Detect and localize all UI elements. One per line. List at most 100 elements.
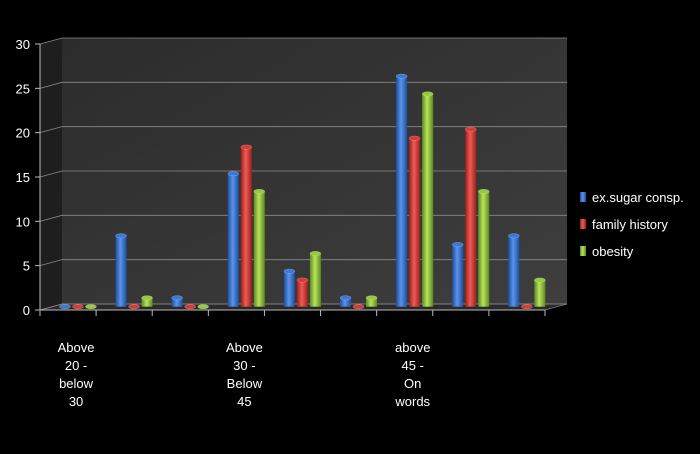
bar-body (478, 191, 490, 307)
legend-swatch (580, 246, 586, 256)
bar-body (309, 253, 321, 307)
bar-body (296, 280, 308, 307)
legend-item-1: family history (580, 217, 668, 232)
bar-ex-sugar-consp--8 (508, 233, 520, 307)
bar-top (171, 295, 183, 301)
x-axis-labels: Above 20 - below 30 Above 30 - Below 45 above 45 … (58, 340, 431, 409)
bar-body (240, 147, 252, 307)
x-group-label-line: 20 - (65, 358, 87, 373)
bar-top (128, 304, 140, 310)
bar-body (115, 235, 127, 307)
x-group-label-line: Above (58, 340, 95, 355)
bar-top (309, 251, 322, 256)
bar-obesity-0 (85, 304, 97, 310)
bar-ex-sugar-consp--7 (451, 242, 464, 307)
bars (59, 73, 546, 310)
bar-top (534, 277, 546, 283)
bar-top (253, 188, 266, 194)
bar-obesity-1 (141, 295, 153, 307)
x-group-label-line: 30 - (233, 358, 255, 373)
bar-ex-sugar-consp--1 (115, 233, 127, 307)
x-group-label-line: Above (226, 340, 263, 355)
legend-label: obesity (592, 244, 634, 259)
bar-body (465, 129, 477, 307)
bar-obesity-4 (309, 251, 322, 307)
bar-top (508, 233, 520, 239)
bar-top (72, 304, 84, 310)
bar-top (184, 304, 196, 310)
bar-body (171, 297, 183, 307)
bar-ex-sugar-consp--4 (283, 268, 296, 307)
x-group-label-line: 45 (237, 394, 251, 409)
bar-body (253, 191, 265, 307)
x-group-label-2: above 45 - On words (394, 340, 430, 409)
bar-body (422, 93, 434, 307)
legend-label: ex.sugar consp. (592, 190, 684, 205)
bar-obesity-5 (365, 295, 378, 307)
plot-area (39, 37, 568, 311)
y-tick-label: 30 (16, 37, 30, 52)
legend: ex.sugar consp. family history obesity (580, 190, 684, 259)
bar-body (340, 297, 352, 307)
bar-top (421, 91, 434, 97)
bar-ex-sugar-consp--6 (395, 73, 408, 307)
y-tick-label: 10 (16, 214, 30, 229)
legend-item-2: obesity (580, 244, 634, 259)
gridline (39, 37, 567, 45)
y-tick-label: 0 (23, 303, 30, 318)
bar-top (464, 126, 477, 132)
bar-top (141, 295, 153, 301)
bar-top (197, 304, 209, 310)
bar-family-history-2 (184, 304, 196, 310)
bar-body (141, 297, 153, 307)
y-axis-ticks: 0 5 10 15 20 25 30 (16, 37, 546, 318)
y-tick-label: 5 (23, 259, 30, 274)
bar-body (227, 173, 239, 307)
y-tick-label: 25 (16, 81, 30, 96)
bar-body (508, 235, 520, 307)
bar-obesity-7 (477, 188, 490, 307)
bar-family-history-5 (352, 304, 365, 310)
bar-top (365, 295, 378, 301)
legend-label: family history (592, 217, 668, 232)
legend-swatch (580, 192, 586, 202)
bar-ex-sugar-consp--2 (171, 295, 183, 307)
x-group-label-line: below (59, 376, 94, 391)
bar-body (366, 297, 378, 307)
bar-top (395, 73, 408, 79)
bar-family-history-8 (521, 304, 533, 310)
bar-top (451, 242, 464, 248)
bar-top (408, 135, 421, 141)
bar-top (477, 188, 490, 194)
bar-top (339, 295, 352, 301)
bar-family-history-1 (128, 304, 140, 310)
bar-family-history-6 (408, 135, 421, 307)
bar-top (296, 277, 309, 283)
bar-top (352, 304, 365, 310)
bar-obesity-2 (197, 304, 209, 310)
x-group-label-line: On (404, 376, 421, 391)
y-tick-label: 15 (16, 170, 30, 185)
bar-top (85, 304, 97, 310)
bar-ex-sugar-consp--3 (227, 171, 240, 307)
x-group-label-line: above (395, 340, 430, 355)
bar-top (283, 268, 296, 274)
bar-top (227, 171, 240, 177)
bar-body (534, 280, 546, 307)
bar-family-history-4 (296, 277, 309, 307)
bar-top (59, 304, 71, 310)
bar-body (452, 244, 464, 307)
bar-family-history-3 (240, 144, 253, 307)
bar-ex-sugar-consp--0 (59, 304, 71, 310)
legend-item-0: ex.sugar consp. (580, 190, 684, 205)
bar-obesity-8 (534, 277, 546, 307)
bar-obesity-3 (253, 188, 266, 307)
bar-top (521, 304, 533, 310)
bar-top (115, 233, 127, 239)
bar-body (283, 271, 295, 307)
legend-swatch (580, 219, 586, 229)
bar-ex-sugar-consp--5 (339, 295, 352, 307)
x-group-label-0: Above 20 - below 30 (58, 340, 95, 409)
x-group-label-line: 30 (69, 394, 83, 409)
